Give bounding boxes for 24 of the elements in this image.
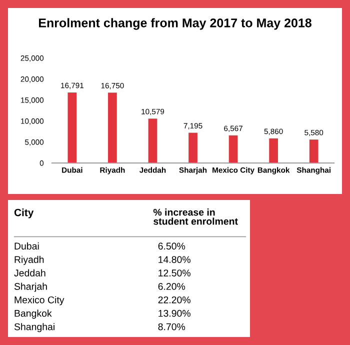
- text: 6.50%: [158, 242, 186, 250]
- text: 6.20%: [158, 283, 186, 290]
- text: 8.70%: [158, 323, 186, 330]
- bar: [228, 135, 238, 163]
- text: 22.20%: [158, 296, 190, 304]
- text: % increase in student enrolment: [153, 208, 238, 225]
- bar: [68, 92, 77, 163]
- bar: [148, 118, 158, 163]
- text: 14.80%: [158, 256, 190, 264]
- category-label: Sharjah: [14, 282, 47, 292]
- text: 13.90%: [158, 310, 190, 317]
- text: 12.50%: [158, 270, 190, 276]
- category-label: Bangkok: [14, 310, 52, 319]
- category-label: Jeddah: [14, 269, 46, 276]
- category-label: Riyadh: [14, 256, 44, 265]
- category-label: Dubai: [14, 242, 39, 250]
- bar: [108, 92, 117, 163]
- category-label: Mexico City: [14, 296, 64, 306]
- bar: [188, 132, 198, 163]
- bar: [269, 138, 278, 163]
- text: City: [14, 208, 34, 218]
- category-label: Shanghai: [14, 323, 54, 332]
- chart-title: Enrolment change from May 2017 to May 2018: [38, 18, 312, 30]
- bar: [309, 140, 318, 163]
